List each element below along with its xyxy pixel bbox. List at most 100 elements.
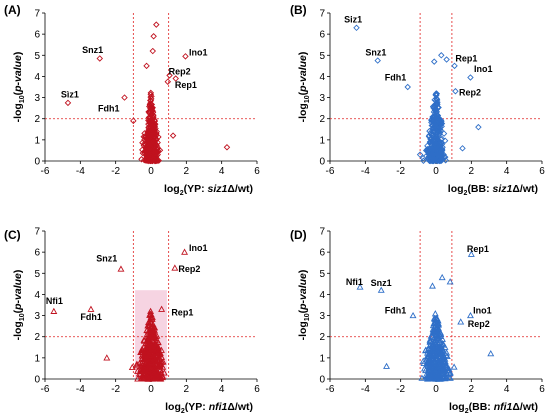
data-point xyxy=(424,145,431,153)
data-point xyxy=(150,339,157,346)
data-point xyxy=(446,278,454,285)
y-tick-label: 5 xyxy=(34,269,40,280)
data-point xyxy=(151,124,158,131)
data-point xyxy=(146,101,154,108)
x-axis-label: log2(YP: siz1Δ/wt) xyxy=(164,183,253,197)
data-point xyxy=(182,53,189,60)
y-tick-label: 6 xyxy=(319,30,325,41)
data-point xyxy=(433,345,441,353)
y-tick-label: 2 xyxy=(319,332,325,343)
data-point xyxy=(430,149,437,156)
y-tick-label: 6 xyxy=(34,248,40,259)
data-point xyxy=(439,340,447,347)
y-tick-label: 1 xyxy=(34,135,40,146)
data-point xyxy=(438,52,445,59)
data-point xyxy=(140,367,148,374)
data-point xyxy=(141,147,149,155)
x-tick-label: 6 xyxy=(254,166,260,177)
data-point xyxy=(181,248,189,255)
data-point xyxy=(87,305,95,312)
data-point xyxy=(148,351,156,359)
data-point xyxy=(430,327,438,334)
gene-label-rep2: Rep2 xyxy=(468,319,490,329)
x-axis-label: log2(BB: nfi1Δ/wt) xyxy=(449,401,538,415)
y-tick-label: 0 xyxy=(319,375,325,386)
x-tick-label: 0 xyxy=(433,384,439,395)
data-point xyxy=(146,311,154,318)
data-point xyxy=(419,357,427,364)
data-point xyxy=(152,365,160,372)
x-tick-label: -4 xyxy=(76,166,85,177)
gene-label-ino1: Ino1 xyxy=(473,305,492,315)
x-axis-label: log2(YP: nfi1Δ/wt) xyxy=(165,401,253,415)
data-point xyxy=(144,374,151,381)
data-point xyxy=(154,356,162,363)
data-point xyxy=(50,307,58,314)
data-point xyxy=(420,365,428,372)
x-tick-label: 4 xyxy=(504,384,510,395)
gene-label-fdh1: Fdh1 xyxy=(385,305,407,315)
data-point xyxy=(377,286,385,293)
y-tick-label: 1 xyxy=(319,135,325,146)
data-point xyxy=(443,352,451,359)
data-point xyxy=(433,139,441,146)
data-point xyxy=(151,122,159,130)
y-tick-label: 5 xyxy=(319,51,325,62)
data-point xyxy=(374,57,381,64)
data-point xyxy=(156,360,164,368)
data-point xyxy=(441,362,449,370)
data-point xyxy=(147,97,155,104)
data-point xyxy=(457,318,465,325)
data-point xyxy=(430,148,438,155)
gene-label-rep1: Rep1 xyxy=(467,244,489,254)
gene-label-rep2: Rep2 xyxy=(169,66,191,76)
data-point xyxy=(146,321,154,328)
data-point xyxy=(432,120,440,127)
data-point xyxy=(169,132,177,139)
x-tick-label: -4 xyxy=(361,166,370,177)
gene-label-rep1: Rep1 xyxy=(171,308,193,318)
data-point xyxy=(429,282,436,289)
data-point xyxy=(433,111,441,118)
data-point xyxy=(138,355,146,363)
data-point xyxy=(121,94,128,101)
data-point xyxy=(431,351,439,358)
data-point xyxy=(438,120,446,127)
data-point xyxy=(152,358,160,365)
x-tick-label: 0 xyxy=(148,166,154,177)
gene-label-fdh1: Fdh1 xyxy=(80,312,102,322)
data-point xyxy=(144,341,152,348)
y-tick-label: 1 xyxy=(34,353,40,364)
data-point xyxy=(434,324,442,331)
data-point xyxy=(146,342,154,350)
data-point xyxy=(441,358,449,365)
data-point xyxy=(148,359,156,366)
data-point xyxy=(431,363,439,370)
gene-label-ino1: Ino1 xyxy=(189,243,208,253)
data-point xyxy=(147,153,154,160)
data-point xyxy=(427,138,435,146)
panel-1: (A) 0 1 2 3 4 5 6 7 -6 -4 -2 0 2 4 6 Snz1 Sìz1 Fdh1 Ino1 Rep… xyxy=(4,3,260,197)
x-tick-label: 0 xyxy=(433,166,439,177)
panel-letter: (C) xyxy=(4,228,21,242)
gene-label-rep1: Rep1 xyxy=(175,80,197,90)
panel-2: (B) 0 1 2 3 4 5 6 7 -6 -4 -2 0 2 4 6 Siz1 Snz1 Fdh1 Rep1Ino… xyxy=(290,3,545,197)
x-tick-label: 2 xyxy=(184,384,190,395)
data-point xyxy=(164,78,172,85)
x-tick-label: -6 xyxy=(326,384,335,395)
data-point xyxy=(155,370,163,377)
x-tick-label: -6 xyxy=(326,166,335,177)
data-point xyxy=(428,127,436,135)
data-point xyxy=(431,326,439,333)
data-point xyxy=(430,58,438,65)
data-point xyxy=(440,130,448,137)
data-point xyxy=(436,147,444,155)
y-axis-label: -log10(p-value) xyxy=(297,270,311,341)
gene-label-rep2: Rep2 xyxy=(459,87,481,97)
data-point xyxy=(438,353,446,360)
gene-label-snz1: Snz1 xyxy=(371,278,392,288)
data-point xyxy=(143,62,150,70)
data-point xyxy=(424,361,432,368)
data-point xyxy=(431,96,438,104)
